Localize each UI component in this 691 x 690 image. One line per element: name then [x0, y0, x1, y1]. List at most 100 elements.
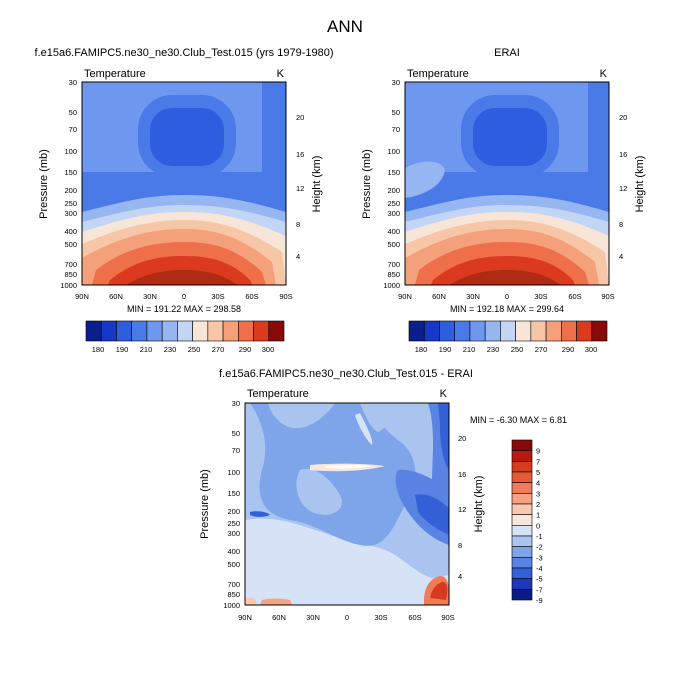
- colorbar-swatch: [222, 320, 239, 342]
- x-tick-label: 30N: [143, 292, 157, 301]
- y-right-tick-label: 8: [458, 541, 462, 550]
- panel-subtitle-left: Temperature: [407, 68, 469, 80]
- y-tick-label: 150: [227, 489, 240, 498]
- colorbar-label: -2: [536, 543, 543, 552]
- y-right-tick-label: 4: [619, 252, 623, 261]
- colorbar: 97 5 43 2 10 -1 -2-3 -4 -5-7 -9: [511, 439, 543, 605]
- y-tick-label: 700: [387, 260, 400, 269]
- x-tick-label: 60N: [432, 292, 446, 301]
- colorbar-swatch: [511, 482, 533, 494]
- y-tick-label: 400: [64, 227, 77, 236]
- y-tick-label: 30: [232, 399, 240, 408]
- panel-difference: f.e15a6.FAMIPC5.ne30_ne30.Club_Test.015 …: [199, 368, 567, 622]
- colorbar-swatch: [500, 320, 516, 342]
- colorbar-swatch: [131, 320, 148, 342]
- colorbar-swatch: [454, 320, 471, 342]
- y-tick-label: 500: [387, 240, 400, 249]
- colorbar-swatch: [511, 514, 533, 526]
- plot-area: [245, 403, 449, 605]
- colorbar-swatch: [530, 320, 547, 342]
- colorbar-swatch: [484, 320, 501, 342]
- y-right-tick-label: 12: [296, 184, 304, 193]
- y-tick-label: 200: [64, 186, 77, 195]
- colorbar-label: 5: [536, 468, 540, 477]
- y-tick-label: 500: [64, 240, 77, 249]
- y-tick-label: 250: [387, 199, 400, 208]
- plot-area: [405, 82, 609, 285]
- y-tick-label: 400: [227, 547, 240, 556]
- y-tick-label: 1000: [223, 601, 240, 610]
- colorbar-label: 3: [536, 489, 540, 498]
- y-right-tick-label: 20: [296, 113, 304, 122]
- y-right-tick-label: 12: [619, 184, 627, 193]
- y-tick-label: 1000: [383, 281, 400, 290]
- colorbar-label: 250: [188, 345, 201, 354]
- y-tick-label: 70: [69, 125, 77, 134]
- colorbar-label: 180: [92, 345, 105, 354]
- y-tick-labels: 30 50 70 100 150 200 250 300 400 500 700…: [383, 78, 400, 290]
- colorbar-swatch: [408, 320, 425, 342]
- colorbar-label: 9: [536, 447, 540, 456]
- colorbar-label: 1: [536, 511, 540, 520]
- x-tick-label: 90N: [238, 613, 252, 622]
- x-tick-label: 90S: [279, 292, 292, 301]
- y-right-tick-label: 16: [458, 470, 466, 479]
- colorbar-swatch: [511, 439, 533, 451]
- colorbar-swatch: [511, 450, 533, 462]
- y-right-tick-label: 4: [296, 252, 300, 261]
- colorbar-swatch: [207, 320, 224, 342]
- colorbar-label: 230: [487, 345, 500, 354]
- colorbar-swatch: [511, 557, 533, 569]
- colorbar-label: 0: [536, 521, 540, 530]
- y-tick-label: 850: [64, 270, 77, 279]
- y-right-tick-label: 12: [458, 505, 466, 514]
- colorbar-label: 250: [511, 345, 524, 354]
- y-tick-label: 850: [387, 270, 400, 279]
- y-right-tick-labels: 20 16 12 8 4: [296, 113, 304, 261]
- x-tick-label: 30N: [306, 613, 320, 622]
- colorbar-swatch: [511, 461, 533, 473]
- min-max-label: MIN = 191.22 MAX = 298.58: [127, 304, 241, 314]
- x-tick-label: 60S: [245, 292, 258, 301]
- y-tick-label: 30: [69, 78, 77, 87]
- panel-model: f.e15a6.FAMIPC5.ne30_ne30.Club_Test.015 …: [34, 47, 333, 354]
- colorbar-swatch: [511, 525, 533, 537]
- colorbar-swatch: [511, 471, 533, 483]
- colorbar-label: -5: [536, 575, 543, 584]
- y-right-tick-labels: 20 16 12 8 4: [458, 434, 466, 581]
- y-tick-label: 100: [227, 468, 240, 477]
- colorbar-swatch: [511, 589, 533, 601]
- colorbar-swatch: [85, 320, 102, 342]
- colorbar-label: 2: [536, 500, 540, 509]
- colorbar-swatch: [268, 320, 285, 342]
- colorbar-swatch: [511, 503, 533, 515]
- colorbar-label: 190: [439, 345, 452, 354]
- colorbar-swatch: [511, 567, 533, 579]
- panel-title: ERAI: [494, 47, 520, 59]
- colorbar-label: -4: [536, 564, 543, 573]
- y-tick-label: 300: [227, 529, 240, 538]
- y-tick-label: 700: [64, 260, 77, 269]
- y-tick-label: 100: [387, 147, 400, 156]
- x-tick-label: 90S: [441, 613, 454, 622]
- y-tick-label: 500: [227, 560, 240, 569]
- min-max-label: MIN = 192.18 MAX = 299.64: [450, 304, 564, 314]
- x-tick-label: 90S: [601, 292, 614, 301]
- y-right-tick-label: 16: [619, 150, 627, 159]
- colorbar: 180 190 210 230 250 270 290 300: [408, 320, 608, 354]
- colorbar-label: 210: [463, 345, 476, 354]
- y-tick-label: 100: [64, 147, 77, 156]
- panel-subtitle-left: Temperature: [247, 388, 309, 400]
- y-right-tick-label: 20: [619, 113, 627, 122]
- panel-subtitle-right: K: [600, 68, 608, 80]
- y-tick-label: 30: [392, 78, 400, 87]
- x-tick-labels: 90N 60N 30N 0 30S 60S 90S: [75, 292, 293, 301]
- x-tick-label: 0: [345, 613, 349, 622]
- y-tick-labels: 30 50 70 100 150 200 250 300 400 500 700…: [60, 78, 77, 290]
- colorbar-label: 270: [535, 345, 548, 354]
- colorbar-label: 230: [164, 345, 177, 354]
- colorbar-label: 190: [116, 345, 129, 354]
- y-tick-label: 50: [392, 108, 400, 117]
- y-axis-label: Pressure (mb): [199, 469, 211, 539]
